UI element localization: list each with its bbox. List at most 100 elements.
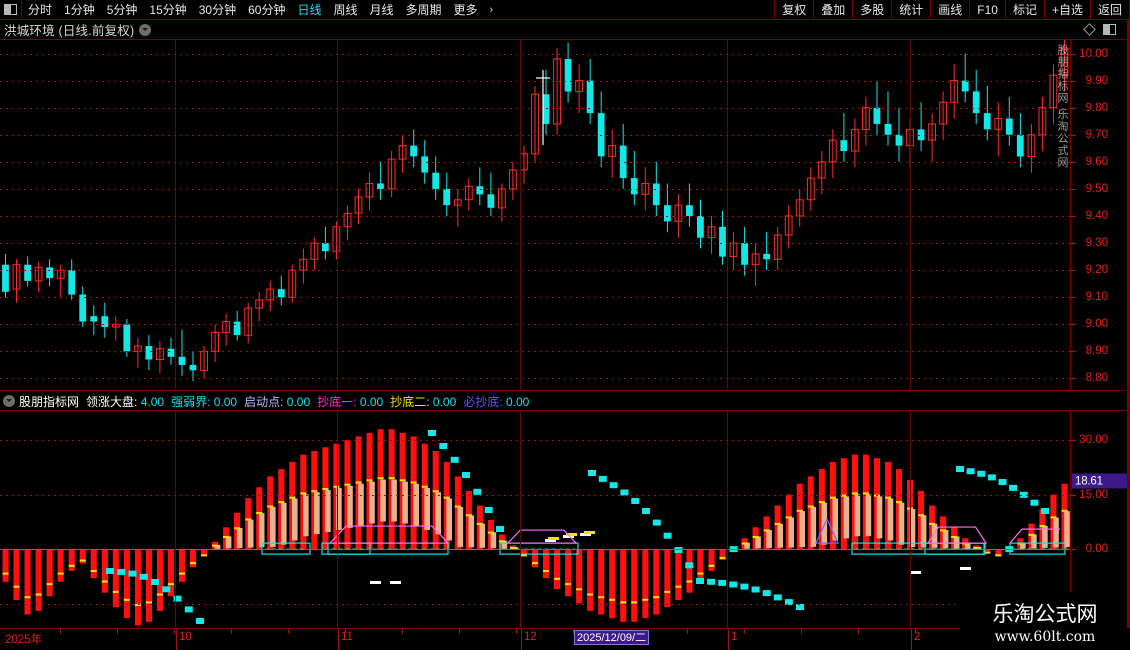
legend-item-qidongdian: 启动点: 0.00	[244, 394, 311, 409]
period-tab-weekly[interactable]: 周线	[333, 3, 358, 17]
date-minor-tick	[174, 629, 175, 634]
zero-line	[0, 549, 1070, 551]
period-tab-15min[interactable]: 15分钟	[149, 3, 187, 17]
date-separator	[176, 629, 177, 650]
watermark-line-1: 乐淘公式网	[992, 601, 1098, 626]
period-tab-monthly[interactable]: 月线	[369, 3, 394, 17]
date-axis-label: 12	[524, 631, 537, 643]
indicator-series	[2, 429, 1070, 626]
legend-label: 抄底二	[390, 394, 427, 409]
price-axis: 10.00 9.90 9.80 9.70 9.60 9.50 9.40 9.30 9.20 9.1…	[1070, 39, 1130, 391]
axis-tick	[1071, 297, 1076, 299]
chevron-right-icon[interactable]: ›	[489, 3, 494, 16]
action-biaoji[interactable]: 标记	[1006, 0, 1045, 19]
month-separator	[727, 40, 728, 390]
legend-item-qiangruojie: 强弱界: 0.00	[171, 394, 238, 409]
action-add-favorite[interactable]: +自选	[1045, 0, 1091, 19]
price-axis-label: 9.00	[1085, 318, 1108, 331]
watermark-line-2: www.60lt.com	[994, 628, 1096, 645]
price-axis-label: 9.10	[1085, 291, 1108, 304]
chart-watermark: 股朋指标网 乐淘公式网	[1056, 44, 1068, 169]
action-diejia[interactable]: 叠加	[814, 0, 854, 19]
legend-value: 0.00	[213, 394, 238, 409]
gridline	[0, 297, 1070, 299]
period-tab-multi[interactable]: 多周期	[405, 3, 442, 17]
gridline	[0, 351, 1070, 353]
period-tab-30min[interactable]: 30分钟	[198, 3, 237, 17]
chevron-down-circle-icon[interactable]	[139, 23, 152, 36]
axis-tick	[1071, 53, 1076, 55]
date-minor-tick	[459, 629, 460, 634]
date-minor-tick	[858, 629, 859, 634]
action-huaxian[interactable]: 画线	[931, 0, 971, 19]
date-axis-label: 2025年	[5, 634, 43, 646]
legend-value: 0.00	[359, 394, 384, 409]
date-minor-tick	[687, 629, 688, 634]
action-tongji[interactable]: 统计	[892, 0, 932, 19]
date-minor-tick	[117, 629, 118, 634]
axis-tick	[1071, 216, 1076, 217]
chevron-down-circle-icon[interactable]	[3, 395, 15, 407]
period-tab-5min[interactable]: 5分钟	[106, 3, 138, 17]
period-tab-fenshi[interactable]: 分时	[28, 3, 53, 17]
period-tab-more[interactable]: 更多	[453, 3, 478, 17]
month-separator	[520, 40, 521, 390]
date-axis: 2025年 10 11 12 1 2 2025/12/09/二	[0, 628, 1130, 650]
axis-tick	[1071, 243, 1076, 245]
date-separator	[911, 629, 912, 650]
gridline	[0, 107, 1070, 109]
month-separator	[910, 411, 911, 628]
axis-tick	[1071, 270, 1076, 272]
axis-tick	[1071, 188, 1076, 190]
legend-value: 0.00	[432, 394, 457, 409]
action-f10[interactable]: F10	[970, 0, 1006, 19]
axis-tick	[1071, 134, 1076, 136]
axis-tick	[1071, 80, 1076, 82]
layout-panel-icon[interactable]	[0, 0, 22, 19]
price-axis-label: 9.70	[1085, 128, 1108, 141]
indicator-legend: 股朋指标网 领涨大盘: 4.00 强弱界: 0.00 启动点: 0.00 抄底一…	[0, 392, 1130, 410]
month-separator	[337, 40, 338, 390]
gridline	[0, 494, 1070, 496]
gridline	[0, 134, 1070, 136]
gridline	[0, 53, 1070, 55]
price-axis-label: 8.90	[1085, 345, 1108, 358]
price-chart-pane[interactable]: 股朋指标网 乐淘公式网	[0, 39, 1070, 391]
date-minor-tick	[60, 629, 61, 634]
date-minor-tick	[915, 629, 916, 634]
axis-tick	[1071, 324, 1076, 326]
month-separator	[910, 40, 911, 390]
toolbar-action-group: 复权 叠加 多股 统计 画线 F10 标记 +自选 返回	[774, 0, 1130, 19]
date-axis-label: 2	[914, 631, 921, 643]
price-axis-label: 10.00	[1079, 47, 1108, 60]
panel-icon[interactable]	[1103, 24, 1116, 35]
month-separator	[175, 40, 176, 390]
month-separator	[520, 411, 521, 628]
date-separator	[338, 629, 339, 650]
date-minor-tick	[801, 629, 802, 634]
selected-date-badge: 2025/12/09/二	[574, 630, 650, 645]
period-tab-60min[interactable]: 60分钟	[248, 3, 286, 17]
axis-tick	[1071, 494, 1076, 496]
title-right-icons	[1083, 23, 1130, 36]
legend-label: 启动点	[244, 394, 281, 409]
period-tab-daily[interactable]: 日线	[297, 3, 322, 17]
legend-label: 必抄底	[463, 394, 500, 409]
date-separator	[521, 629, 522, 650]
date-minor-tick	[744, 629, 745, 634]
gridline	[0, 440, 1070, 442]
action-duogu[interactable]: 多股	[853, 0, 893, 19]
action-fuquan[interactable]: 复权	[774, 0, 815, 19]
top-toolbar: 分时 1分钟 5分钟 15分钟 30分钟 60分钟 日线 周线 月线 多周期 更…	[0, 0, 1130, 20]
date-axis-label: 10	[179, 631, 192, 643]
current-value-badge: 18.61	[1072, 473, 1129, 489]
price-axis-label: 9.50	[1085, 182, 1108, 195]
action-back[interactable]: 返回	[1091, 0, 1130, 19]
indicator-chart-pane[interactable]	[0, 410, 1070, 628]
period-tab-1min[interactable]: 1分钟	[64, 3, 95, 17]
price-axis-label: 9.30	[1085, 237, 1108, 250]
diamond-icon[interactable]	[1083, 23, 1096, 36]
date-minor-tick	[231, 629, 232, 634]
date-minor-tick	[516, 629, 517, 634]
right-border	[1127, 20, 1130, 628]
